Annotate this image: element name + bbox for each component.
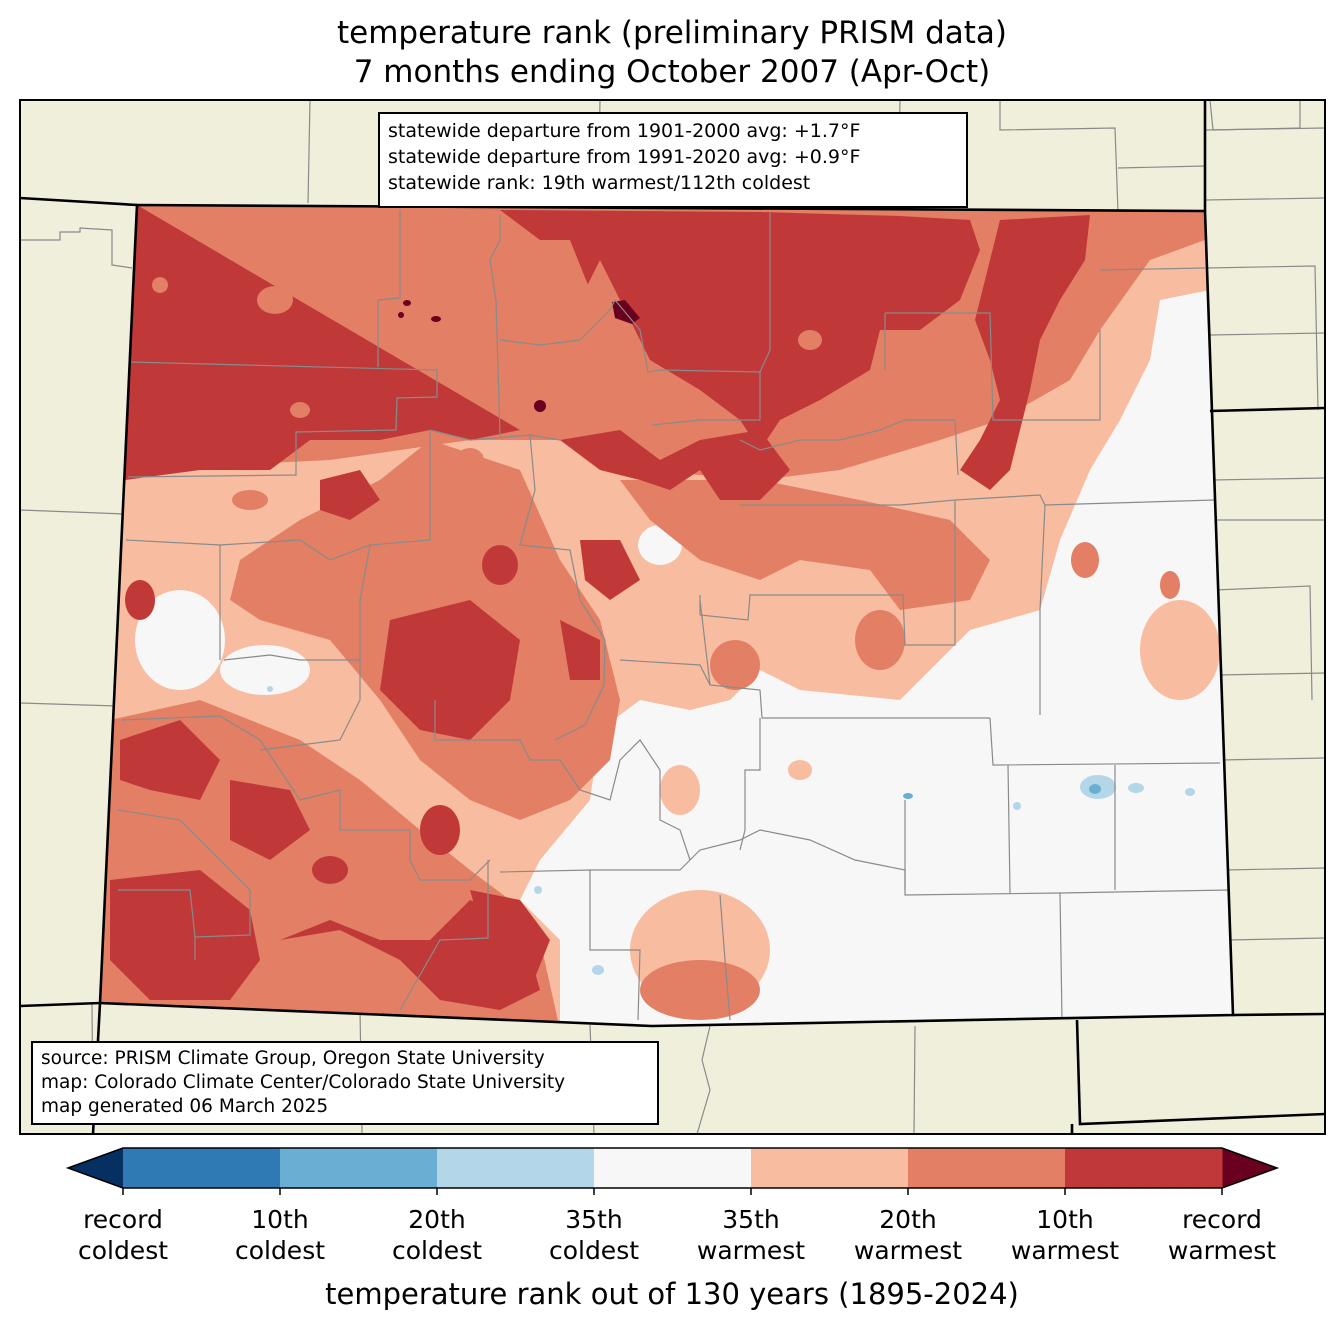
rank-zone-20th-warmest-islands xyxy=(152,240,822,510)
map-title-line-1: temperature rank (preliminary PRISM data… xyxy=(336,15,1007,51)
colorado-county-lines xyxy=(117,210,1231,1021)
colorbar-label-line: coldest xyxy=(391,1236,483,1265)
rank-zone-35th-coldest xyxy=(267,686,1195,975)
colorbar-segment xyxy=(594,1148,752,1188)
colorbar-label-line: warmest xyxy=(853,1236,963,1265)
colorbar-label-line: coldest xyxy=(77,1236,169,1265)
rank-zone-record-warmest xyxy=(398,300,640,412)
state-boundaries xyxy=(20,100,1325,1134)
map-frame xyxy=(19,99,1326,1135)
colorbar-label-line: 35th xyxy=(722,1205,780,1234)
colorbar-label: 35th warmest xyxy=(671,1204,831,1266)
map-title-line-2: 7 months ending October 2007 (Apr-Oct) xyxy=(353,54,991,90)
colorbar-segment xyxy=(280,1148,438,1188)
colorbar-label: record coldest xyxy=(43,1204,203,1266)
statewide-stats-box: statewide departure from 1901-2000 avg: … xyxy=(378,112,968,208)
colorbar-extend-warm xyxy=(1222,1148,1277,1188)
stats-statewide-rank: statewide rank: 19th warmest/112th colde… xyxy=(388,172,811,194)
colorbar-label-line: 20th xyxy=(408,1205,466,1234)
colorbar-title: temperature rank out of 130 years (1895-… xyxy=(325,1277,1019,1311)
rank-zone-10th-warmest xyxy=(110,205,1090,1010)
colorbar-segment xyxy=(908,1148,1066,1188)
source-prism: source: PRISM Climate Group, Oregon Stat… xyxy=(41,1048,545,1069)
colorado-border xyxy=(98,203,1235,1028)
colorbar-label-line: warmest xyxy=(1010,1236,1120,1265)
source-box: source: PRISM Climate Group, Oregon Stat… xyxy=(31,1041,659,1125)
colorbar-label-line: record xyxy=(1182,1205,1262,1234)
stats-departure-1991-2020: statewide departure from 1991-2020 avg: … xyxy=(388,146,861,168)
colorbar-segment xyxy=(751,1148,909,1188)
colorbar-label-line: warmest xyxy=(696,1236,806,1265)
colorbar-label-line: warmest xyxy=(1167,1236,1277,1265)
colorbar-extend-cold xyxy=(68,1148,123,1188)
colorbar-segment xyxy=(437,1148,595,1188)
colorbar-label: 20th coldest xyxy=(357,1204,517,1266)
colorbar-label: 10th coldest xyxy=(200,1204,360,1266)
colorbar-label-line: coldest xyxy=(234,1236,326,1265)
colorado-rank-field xyxy=(100,205,1233,1026)
colorbar-segment xyxy=(123,1148,281,1188)
colorbar-label: record warmest xyxy=(1142,1204,1302,1266)
colorbar xyxy=(65,1147,1280,1195)
source-map-credit: map: Colorado Climate Center/Colorado St… xyxy=(41,1072,566,1093)
colorbar-label-line: coldest xyxy=(548,1236,640,1265)
source-generated-date: map generated 06 March 2025 xyxy=(41,1096,329,1117)
colorbar-label: 10th warmest xyxy=(985,1204,1145,1266)
colorbar-segment xyxy=(1065,1148,1223,1188)
colorbar-label-line: 35th xyxy=(565,1205,623,1234)
colorbar-label-line: 10th xyxy=(1036,1205,1094,1234)
colorbar-label: 35th coldest xyxy=(514,1204,674,1266)
stats-departure-1901-2000: statewide departure from 1901-2000 avg: … xyxy=(388,120,861,142)
colorbar-label-line: 10th xyxy=(251,1205,309,1234)
colorbar-label: 20th warmest xyxy=(828,1204,988,1266)
colorbar-label-line: 20th xyxy=(879,1205,937,1234)
colorbar-label-line: record xyxy=(83,1205,163,1234)
